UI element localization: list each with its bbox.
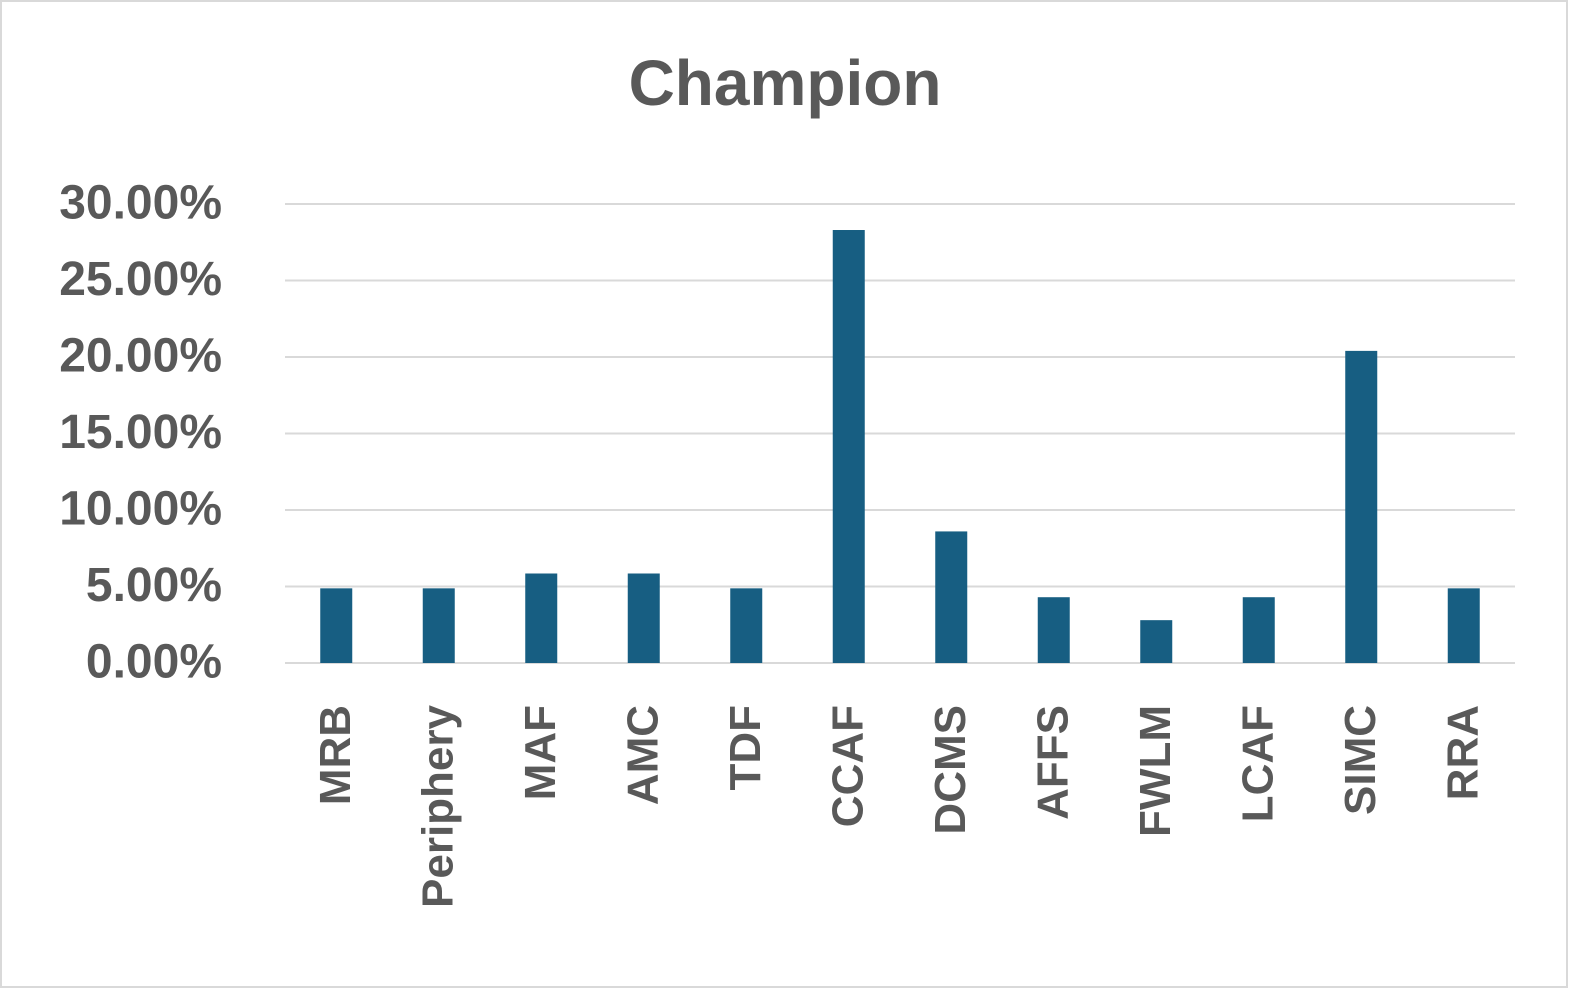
y-tick-label: 10.00% <box>59 483 222 536</box>
x-tick-label: AMC <box>618 705 667 805</box>
bar <box>1037 597 1070 663</box>
y-tick-label: 25.00% <box>59 253 222 306</box>
x-tick-label: FWLM <box>1131 705 1180 837</box>
bar <box>422 588 455 663</box>
x-tick-label: SIMC <box>1336 705 1385 815</box>
chart-title: Champion <box>629 47 942 119</box>
bar <box>1447 588 1480 663</box>
bar <box>1242 597 1275 663</box>
x-tick-label: MAF <box>516 705 565 800</box>
bar <box>730 588 763 663</box>
x-tick-label: MRB <box>311 705 360 805</box>
x-tick-label: RRA <box>1438 705 1487 800</box>
y-tick-label: 15.00% <box>59 406 222 459</box>
y-tick-label: 20.00% <box>59 330 222 383</box>
x-tick-label: Periphery <box>413 704 462 908</box>
bar <box>1140 620 1173 663</box>
bar <box>627 573 660 663</box>
bar <box>525 573 558 663</box>
bar <box>320 588 353 663</box>
y-tick-label: 5.00% <box>86 559 222 612</box>
x-tick-label: TDF <box>721 705 770 791</box>
bar <box>1345 350 1378 663</box>
bar <box>935 531 968 663</box>
bar <box>832 230 865 663</box>
y-tick-label: 30.00% <box>59 177 222 230</box>
x-tick-label: CCAF <box>823 705 872 827</box>
x-tick-label: DCMS <box>926 705 975 835</box>
x-tick-label: AFFS <box>1028 705 1077 820</box>
y-tick-label: 0.00% <box>86 636 222 689</box>
x-tick-label: LCAF <box>1233 705 1282 822</box>
